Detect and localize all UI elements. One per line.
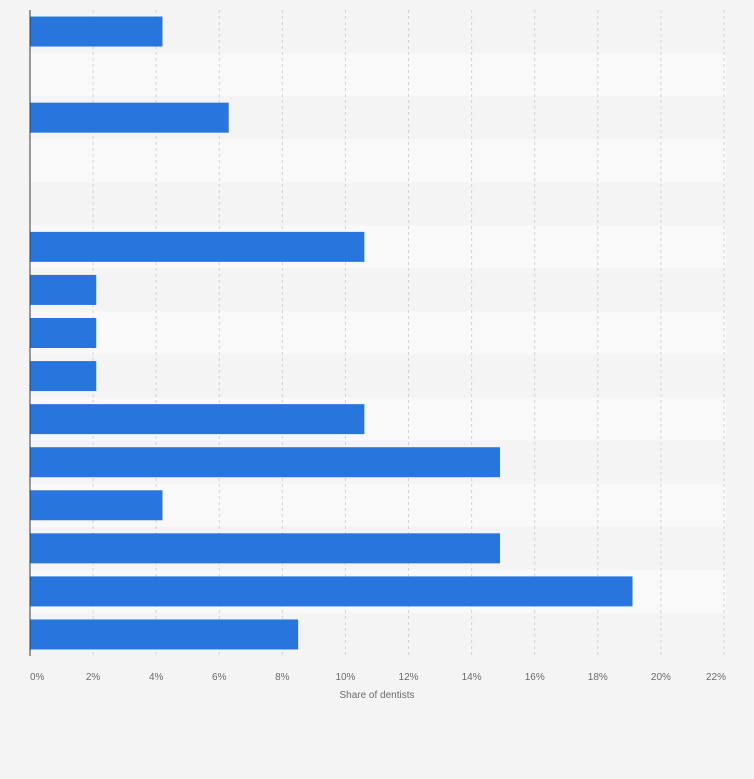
bar [30,231,365,262]
x-tick-label: 22% [706,672,726,683]
bar [30,576,633,607]
x-tick-label: 6% [212,672,227,683]
bar [30,404,365,435]
bar [30,361,97,392]
row-band [30,311,726,355]
x-tick-label: 16% [525,672,545,683]
x-tick-label: 18% [588,672,608,683]
x-tick-label: 8% [275,672,290,683]
row-band [30,53,726,97]
bar [30,447,501,478]
bar [30,318,97,348]
x-tick-labels: 0% 2% 4% 6% 8% 10% 12% 14% 16% 18% 20% 22% [30,672,726,683]
bar [30,619,299,650]
row-band [30,354,726,398]
row-band [30,139,726,183]
bar [30,274,97,305]
x-tick-label: 2% [86,672,101,683]
x-tick-label: 0% [30,672,45,683]
bar [30,102,229,133]
row-band [30,268,726,312]
x-tick-label: 20% [651,672,671,683]
bar [30,16,163,47]
bar [30,533,501,564]
x-axis-title: Share of dentists [339,690,414,701]
x-tick-label: 12% [399,672,419,683]
x-tick-label: 4% [149,672,164,683]
bars [30,16,633,650]
bar [30,490,163,521]
x-tick-label: 14% [462,672,482,683]
row-band [30,182,726,226]
x-tick-label: 10% [335,672,355,683]
